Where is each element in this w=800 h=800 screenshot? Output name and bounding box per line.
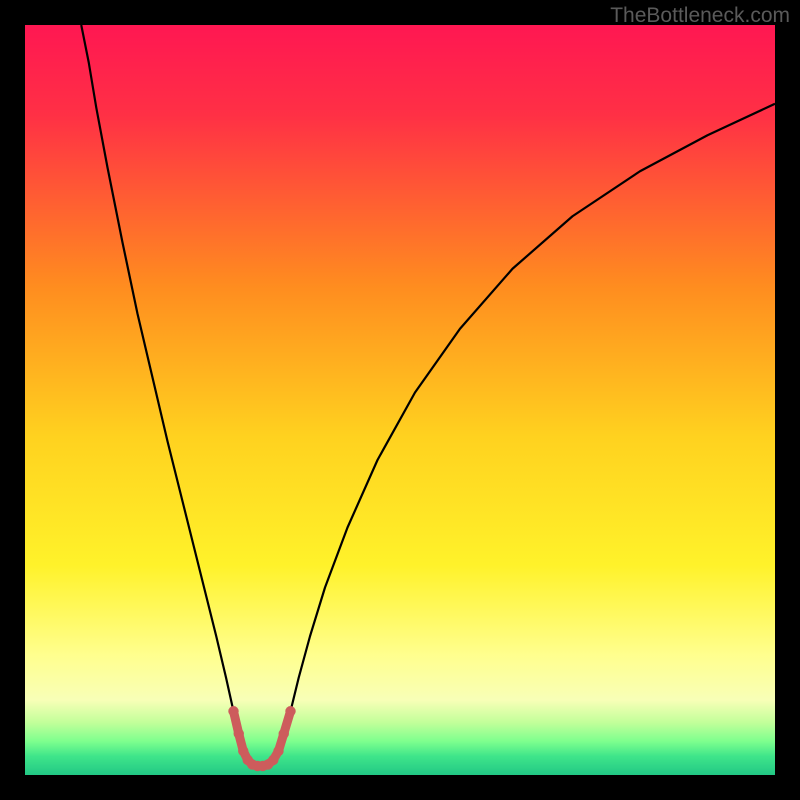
marker-dot: [234, 729, 244, 739]
marker-dot: [228, 706, 238, 716]
marker-dot: [273, 746, 283, 756]
bottleneck-chart: [25, 25, 775, 775]
marker-dot: [268, 755, 278, 765]
marker-dot: [279, 729, 289, 739]
marker-dot: [285, 706, 295, 716]
plot-background: [25, 25, 775, 775]
chart-frame: TheBottleneck.com: [0, 0, 800, 800]
marker-dot: [238, 746, 248, 756]
watermark-text: TheBottleneck.com: [610, 4, 790, 28]
